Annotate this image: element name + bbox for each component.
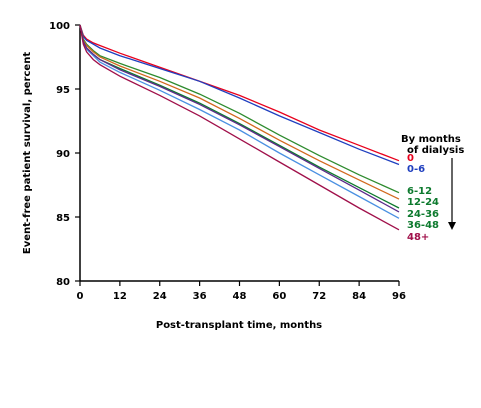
y-axis-label: Event-free patient survival, percent xyxy=(22,52,33,254)
series-line-6 xyxy=(79,24,400,213)
x-tick-label: 24 xyxy=(153,291,167,302)
axis-ticks: 0 12 24 36 48 60 72 84 96 80 85 90 95 100 xyxy=(49,21,406,302)
series-line-2 xyxy=(79,24,400,194)
y-tick-label: 85 xyxy=(56,213,70,224)
legend-entry: 0-6 xyxy=(407,164,425,175)
series-lines xyxy=(79,24,400,231)
legend-entry: 24-36 xyxy=(407,209,439,220)
y-tick-label: 100 xyxy=(49,21,70,32)
legend-entry: 12-24 xyxy=(407,197,439,208)
x-tick-label: 72 xyxy=(312,291,326,302)
x-axis-label: Post-transplant time, months xyxy=(156,320,322,331)
series-line-5 xyxy=(79,24,400,219)
legend-entry: 36-48 xyxy=(407,220,439,231)
y-tick-label: 80 xyxy=(56,277,70,288)
legend-entry: 6-12 xyxy=(407,186,432,197)
series-line-7 xyxy=(79,24,400,231)
x-tick-label: 48 xyxy=(233,291,247,302)
y-tick-label: 90 xyxy=(56,149,70,160)
series-line-4 xyxy=(79,24,400,209)
x-tick-label: 36 xyxy=(193,291,207,302)
legend-title-line1: By months xyxy=(401,134,461,145)
x-tick-label: 12 xyxy=(113,291,127,302)
legend-arrow-head xyxy=(448,222,456,230)
series-line-0 xyxy=(79,24,400,162)
series-line-1 xyxy=(79,24,400,166)
y-tick-label: 95 xyxy=(56,85,70,96)
x-tick-label: 96 xyxy=(392,291,406,302)
x-tick-label: 84 xyxy=(352,291,366,302)
legend-entry: 0 xyxy=(407,153,414,164)
series-line-3 xyxy=(79,24,400,200)
legend-title-line2: of dialysis xyxy=(407,145,464,156)
x-tick-label: 60 xyxy=(272,291,286,302)
x-tick-label: 0 xyxy=(77,291,84,302)
legend-entry: 48+ xyxy=(407,232,429,243)
